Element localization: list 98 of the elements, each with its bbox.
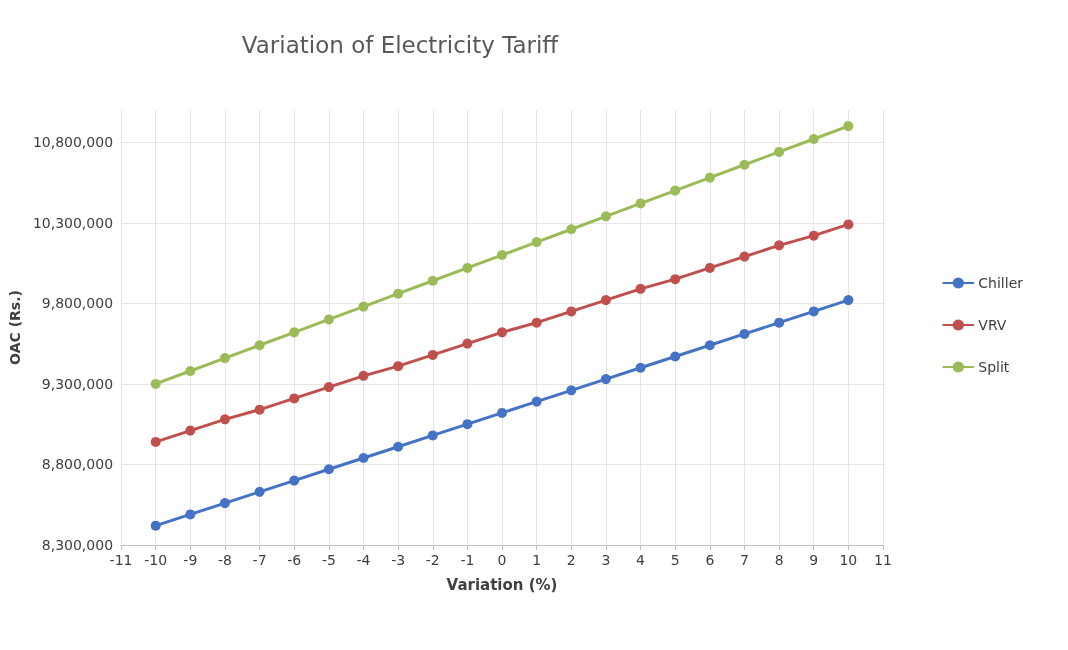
point [843,295,854,306]
point [808,134,819,144]
legend-label: VRV [978,317,1007,333]
point [358,370,369,381]
x-tick-label: 9 [809,552,819,568]
point [219,353,230,364]
point [462,262,473,273]
y-axis-title: OAC (Rs.) [7,290,23,365]
y-tick-label: 9,300,000 [41,375,114,392]
point [219,498,230,509]
point [427,275,438,286]
y-tick-label: 10,800,000 [32,134,114,151]
point [808,306,819,317]
point [254,486,265,497]
point [219,414,230,425]
x-tick-label: -2 [425,552,440,568]
point [185,366,196,376]
point [427,349,438,360]
point [808,230,819,241]
point [635,283,646,294]
x-tick-label: -4 [356,552,371,568]
y-tick-label: 8,800,000 [41,456,114,473]
point [185,425,196,436]
point [531,317,542,328]
point [566,385,577,396]
x-tick-label: 0 [497,552,507,568]
point [739,251,750,262]
point [358,453,369,463]
point [497,327,508,338]
point [670,274,681,285]
point [323,314,334,325]
point [600,374,611,385]
point [600,295,611,306]
point [843,219,854,230]
point [462,338,473,349]
point [497,407,508,418]
point [254,340,265,351]
legend-label: Split [978,359,1010,375]
x-tick-label: -3 [391,552,406,568]
point [497,250,508,260]
x-tick-label: -6 [287,552,302,568]
point [427,430,438,441]
point [289,327,300,338]
point [704,172,715,183]
x-tick-label: 8 [774,552,784,568]
point [150,378,161,389]
point [289,475,300,486]
y-tick-label: 10,300,000 [32,214,114,231]
point [289,393,300,404]
point [150,520,161,531]
x-tick-label: -5 [321,552,336,568]
x-tick-label: -7 [252,552,267,568]
x-tick-label: -11 [109,552,133,568]
point [531,396,542,407]
point [635,362,646,373]
point [774,317,785,328]
point [393,441,404,452]
x-tick-label: -8 [217,552,232,568]
x-tick-label: 6 [705,552,715,568]
point [635,198,646,209]
x-tick-label: -10 [144,552,168,568]
point [774,146,785,157]
x-tick-label: 5 [670,552,680,568]
point [393,361,404,372]
point [358,301,369,312]
point [704,340,715,351]
x-tick-label: 10 [839,552,858,568]
x-tick-label: 11 [874,552,892,568]
point [843,121,854,132]
x-tick-label: 1 [532,552,542,568]
point [462,419,473,430]
point [323,464,334,475]
x-axis-title: Variation (%) [446,575,558,594]
y-tick-label: 8,300,000 [41,537,114,553]
y-tick-label: 9,800,000 [41,295,114,312]
point [150,436,161,447]
point [566,306,577,317]
point [393,288,404,299]
x-tick-label: 3 [601,552,611,568]
point [323,382,334,393]
point [531,237,542,248]
x-tick-label: 7 [740,552,749,568]
x-tick-label: 4 [636,552,646,568]
point [566,224,577,235]
x-tick-label: -9 [183,552,198,568]
point [670,185,681,196]
x-tick-label: -1 [460,552,475,568]
point [739,328,750,339]
point [600,211,611,222]
point [670,351,681,362]
point [704,262,715,273]
point [739,159,750,170]
legend-label: Chiller [978,275,1024,291]
point [185,509,196,520]
x-tick-label: 2 [566,552,576,568]
point [254,404,265,415]
point [774,240,785,251]
chart-title: Variation of Electricity Tariff [241,31,560,58]
